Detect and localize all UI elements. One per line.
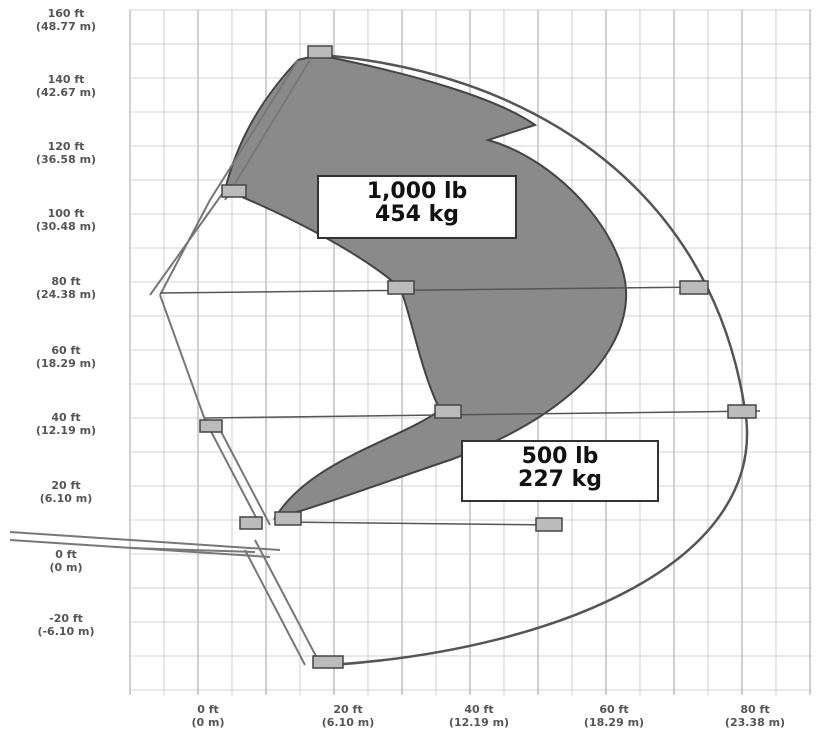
capacity-label-500lb: 500 lb 227 kg [461, 440, 659, 502]
capacity-label-1000lb: 1,000 lb 454 kg [317, 175, 517, 239]
y-tick-label: 80 ft (24.38 m) [35, 275, 97, 301]
reach-lines [159, 286, 761, 526]
platform-positions [199, 45, 757, 669]
y-tick-label: 120 ft (36.58 m) [35, 140, 97, 166]
x-tick-label: 60 ft (18.29 m) [583, 703, 645, 729]
x-tick-label: 20 ft (6.10 m) [321, 703, 375, 729]
x-tick-label: 40 ft (12.19 m) [448, 703, 510, 729]
y-tick-label: 160 ft (48.77 m) [35, 7, 97, 33]
boom-structure [9, 59, 319, 666]
y-tick-label: 0 ft (0 m) [49, 548, 83, 574]
y-tick-label: -20 ft (-6.10 m) [37, 612, 95, 638]
y-tick-label: 140 ft (42.67 m) [35, 73, 97, 99]
y-tick-label: 40 ft (12.19 m) [35, 411, 97, 437]
y-tick-label: 20 ft (6.10 m) [39, 479, 93, 505]
y-tick-label: 60 ft (18.29 m) [35, 344, 97, 370]
x-tick-label: 80 ft (23.38 m) [724, 703, 786, 729]
x-tick-label: 0 ft (0 m) [191, 703, 225, 729]
y-tick-label: 100 ft (30.48 m) [35, 207, 97, 233]
